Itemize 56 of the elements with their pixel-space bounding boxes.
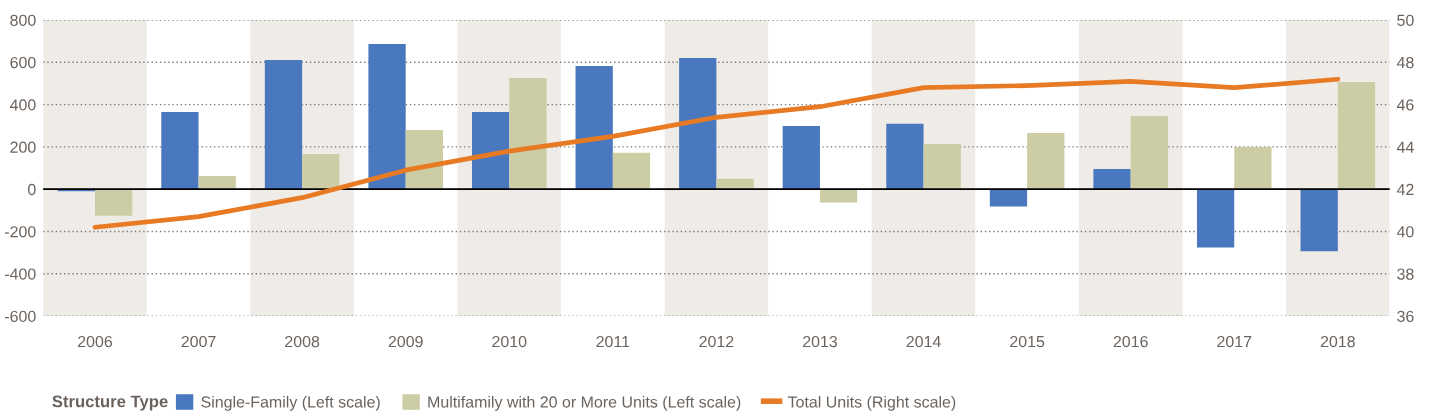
y2-tick-label: 38 <box>1397 268 1414 280</box>
legend-title: Structure Type <box>52 395 168 411</box>
y-tick-label: 800 <box>10 14 36 26</box>
legend-label: Single-Family (Left scale) <box>201 395 380 411</box>
y2-tick-label: 40 <box>1396 226 1414 238</box>
x-tick-label: 2009 <box>388 335 423 348</box>
bar <box>923 143 961 190</box>
bar <box>471 112 510 190</box>
y-tick-label: 200 <box>10 141 36 153</box>
x-tick-label: 2010 <box>492 335 527 348</box>
x-tick-label: 2006 <box>78 335 113 348</box>
y-tick-label: -600 <box>5 310 36 323</box>
y2-tick-label: 44 <box>1396 141 1414 153</box>
y2-tick-label: 48 <box>1396 56 1414 69</box>
y2-tick-label: 36 <box>1397 310 1414 323</box>
bar <box>575 65 613 190</box>
bar <box>1337 81 1376 190</box>
x-tick-label: 2013 <box>803 335 838 348</box>
bar <box>886 123 924 190</box>
legend-label: Total Units (Right scale) <box>787 395 956 411</box>
x-tick-label: 2015 <box>1010 335 1045 348</box>
x-tick-label: 2017 <box>1217 335 1252 348</box>
bar <box>1196 189 1235 248</box>
x-tick-label: 2016 <box>1113 335 1148 348</box>
bar <box>679 58 717 190</box>
bar <box>1130 116 1168 190</box>
y2-tick-label: 42 <box>1396 183 1414 195</box>
x-tick-label: 2007 <box>181 335 216 348</box>
x-tick-label: 2012 <box>699 335 734 348</box>
y-tick-label: 400 <box>9 99 36 111</box>
bar <box>509 77 547 190</box>
x-tick-label: 2011 <box>596 335 630 348</box>
line-series <box>92 76 1341 230</box>
legend-label: Multifamily with 20 or More Units (Left scale) <box>428 395 741 411</box>
bar <box>989 189 1028 207</box>
bar <box>782 125 820 190</box>
x-tick-label: 2014 <box>906 335 941 348</box>
bar <box>1300 189 1338 252</box>
x-tick-label: 2018 <box>1320 335 1355 348</box>
bar <box>94 189 133 216</box>
bar <box>612 152 651 190</box>
y2-tick-label: 46 <box>1396 99 1414 111</box>
bar <box>302 153 340 190</box>
y2-tick-label: 50 <box>1397 14 1414 26</box>
bar <box>368 43 406 190</box>
y-tick-label: 600 <box>10 56 36 69</box>
bar <box>819 189 858 203</box>
y-tick-label: 0 <box>28 183 36 196</box>
y-tick-label: -400 <box>5 268 36 280</box>
y-tick-label: -200 <box>5 226 36 238</box>
bar <box>161 112 199 190</box>
bar <box>264 59 303 190</box>
bar <box>1027 132 1065 190</box>
x-tick-label: 2008 <box>285 335 320 348</box>
bar <box>1093 168 1131 190</box>
bar <box>1234 146 1272 190</box>
